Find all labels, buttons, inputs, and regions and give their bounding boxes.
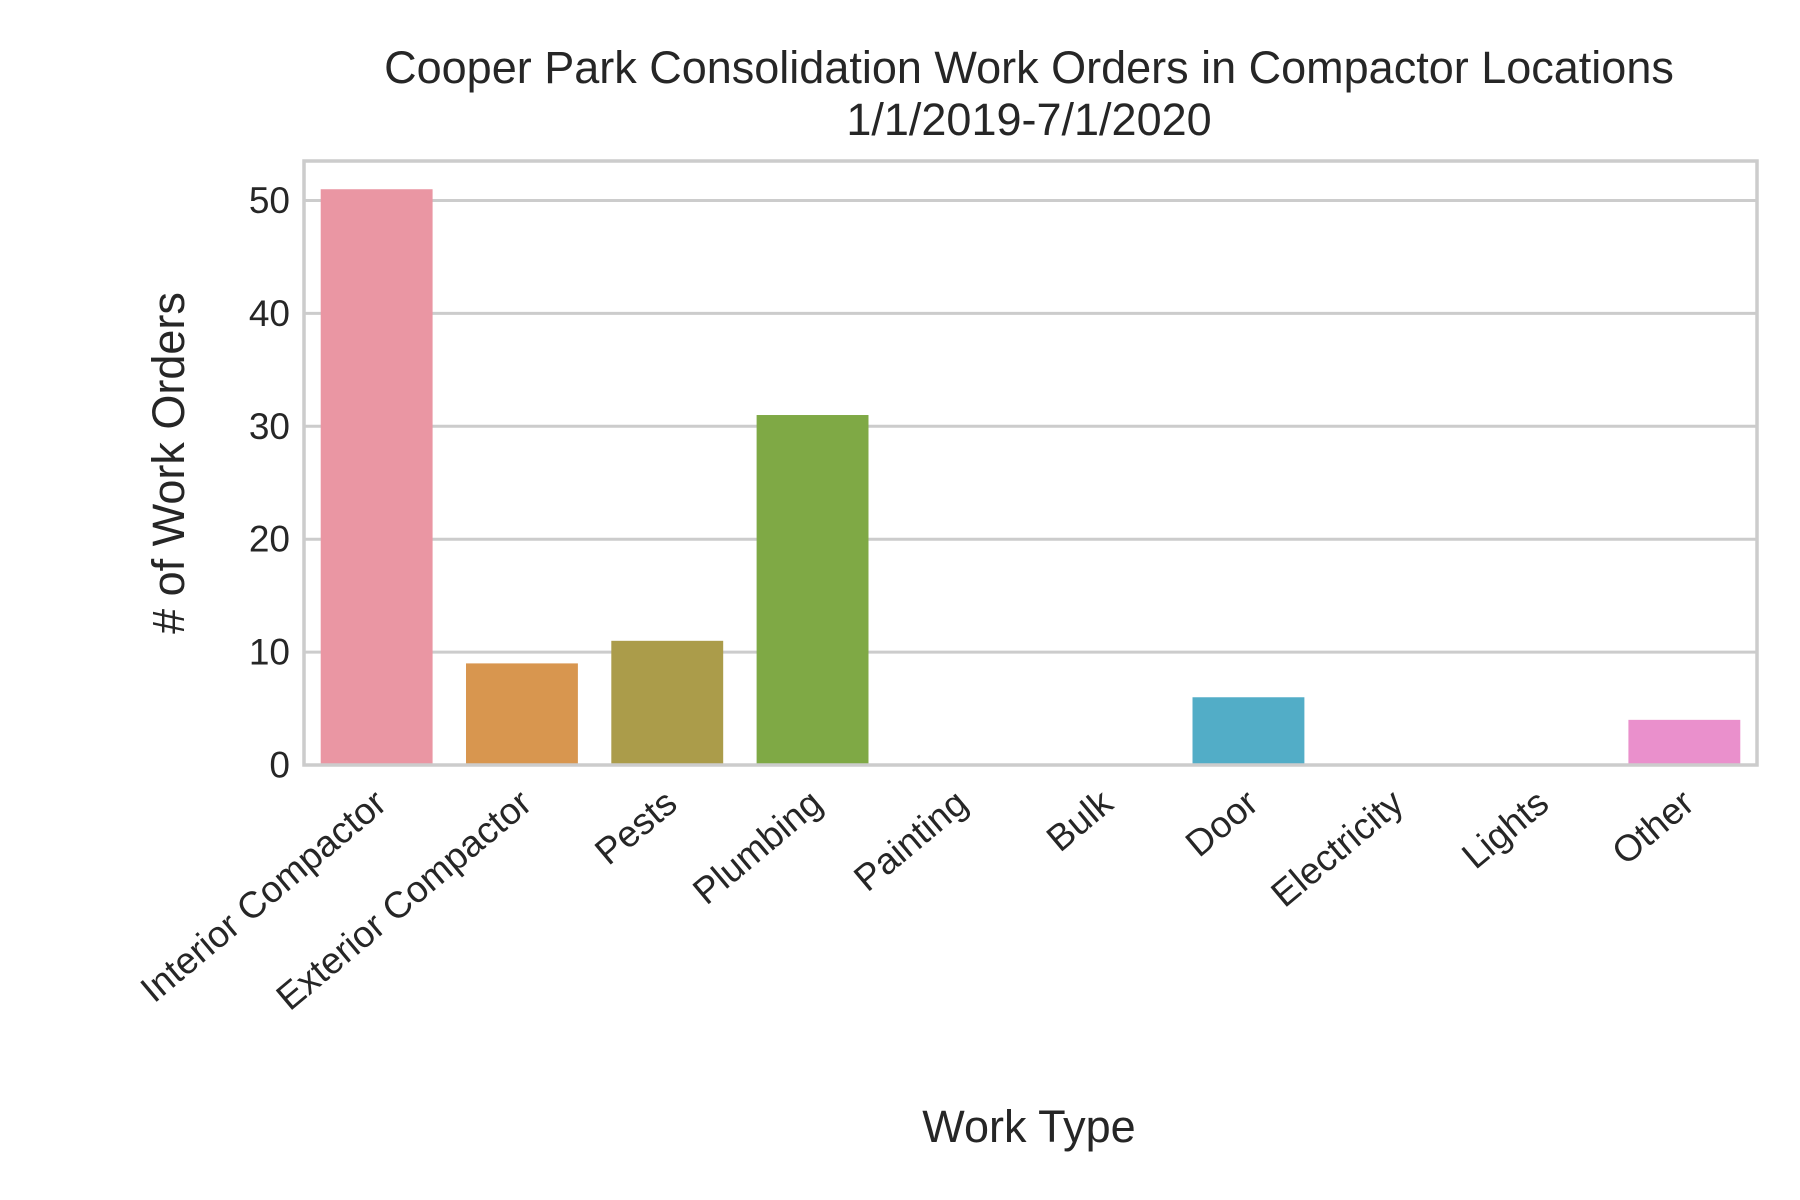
x-tick-label: Other [1604, 782, 1701, 873]
y-tick-label: 0 [269, 745, 290, 786]
bar-door [1192, 697, 1305, 765]
bar-other [1628, 719, 1741, 765]
x-tick-label: Exterior Compactor [269, 782, 540, 1018]
chart-title: Cooper Park Consolidation Work Orders in… [384, 42, 1674, 93]
x-tick-label: Lights [1454, 782, 1556, 877]
x-tick-label: Pests [587, 782, 684, 873]
x-tick-label: Painting [846, 782, 975, 899]
x-tick-label: Bulk [1039, 781, 1121, 859]
x-tick-label: Interior Compactor [133, 782, 394, 1010]
chart-subtitle: 1/1/2019-7/1/2020 [846, 94, 1211, 145]
bar-pests [611, 640, 724, 765]
y-tick-label: 40 [249, 293, 290, 334]
bars [320, 189, 1741, 765]
y-tick-label: 10 [249, 632, 290, 673]
y-axis-label: # of Work Orders [143, 292, 194, 634]
y-tick-label: 50 [249, 180, 290, 221]
x-axis-label: Work Type [922, 1101, 1135, 1152]
bar-interior-compactor [320, 189, 433, 765]
y-tick-label: 30 [249, 406, 290, 447]
y-tick-label: 20 [249, 519, 290, 560]
x-tick-label: Door [1178, 782, 1266, 865]
x-tick-label: Plumbing [685, 782, 830, 913]
plot-frame [302, 159, 1759, 767]
x-tick-label: Electricity [1263, 781, 1411, 914]
bar-plumbing [756, 415, 869, 765]
bar-exterior-compactor [466, 663, 578, 765]
y-axis-ticks: 0 10 20 30 40 50 [249, 180, 290, 785]
